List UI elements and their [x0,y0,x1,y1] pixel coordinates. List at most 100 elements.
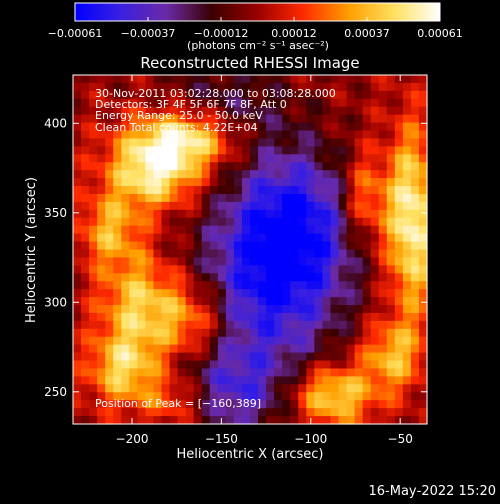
heatmap-cell [97,122,106,132]
heatmap-cell [402,201,412,211]
heatmap-cell [81,193,90,203]
heatmap-cell [418,392,428,401]
heatmap-cell [418,352,428,362]
heatmap-cell [177,241,187,251]
heatmap-cell [330,384,340,393]
heatmap-cell [330,193,340,203]
heatmap-cell [250,297,259,306]
heatmap-cell [362,90,372,100]
heatmap-cell [298,297,307,306]
heatmap-cell [362,368,372,378]
heatmap-cell [298,154,307,163]
heatmap-cell [402,281,412,290]
heatmap-cell [362,138,372,147]
x-tick-label: −150 [205,432,238,446]
heatmap-cell [241,154,251,163]
heatmap-cell [121,328,130,338]
heatmap-cell [209,193,219,203]
heatmap-cell [346,265,356,274]
heatmap-cell [330,82,340,92]
heatmap-cell [250,384,259,393]
heatmap-cell [418,75,428,84]
heatmap-cell [298,416,307,425]
heatmap-cell [169,257,179,266]
heatmap-cell [258,233,267,243]
heatmap-cell [169,178,179,187]
heatmap-cell [314,408,324,417]
heatmap-cell [290,193,299,203]
heatmap-cell [266,98,275,108]
heatmap-cell [145,392,155,401]
heatmap-cell [250,106,259,116]
heatmap-cell [394,297,404,306]
heatmap-cell [225,98,235,108]
colorbar-tick-label: −0.00012 [194,27,249,40]
heatmap-cell [185,162,195,171]
heatmap-cell [322,233,332,243]
heatmap-cell [378,217,388,227]
heatmap-cell [233,106,243,116]
heatmap-cell [185,297,195,306]
heatmap-cell [402,186,412,195]
heatmap-cell [274,201,283,211]
heatmap-cell [217,320,227,330]
heatmap-cell [306,154,315,163]
heatmap-cell [241,408,251,417]
heatmap-cell [161,281,171,290]
heatmap-cell [362,360,372,370]
heatmap-cell [410,289,420,298]
heatmap-cell [161,352,171,362]
heatmap-cell [121,400,130,409]
heatmap-cell [274,98,283,108]
heatmap-cell [274,392,283,401]
heatmap-cell [185,82,195,92]
heatmap-cell [354,138,364,147]
heatmap-cell [121,289,130,298]
heatmap-cell [394,146,404,155]
heatmap-cell [394,106,404,116]
heatmap-cell [225,392,235,401]
heatmap-cell [129,416,138,425]
heatmap-cell [306,305,315,314]
heatmap-cell [274,233,283,243]
heatmap-cell [225,249,235,259]
heatmap-cell [370,344,380,354]
heatmap-cell [89,400,98,409]
heatmap-cell [161,400,171,409]
heatmap-cell [113,384,122,393]
heatmap-cell [394,265,404,274]
heatmap-cell [346,217,356,227]
heatmap-cell [410,376,420,385]
heatmap-cell [394,328,404,338]
heatmap-cell [394,416,404,425]
heatmap-cell [209,130,219,140]
heatmap-cell [193,360,203,370]
heatmap-cell [105,368,114,378]
heatmap-cell [201,376,211,385]
heatmap-cell [314,305,324,314]
heatmap-cell [185,241,195,251]
heatmap-cell [209,249,219,259]
heatmap-cell [241,233,251,243]
heatmap-cell [217,400,227,409]
heatmap-cell [73,384,82,393]
heatmap-cell [250,233,259,243]
heatmap-cell [354,376,364,385]
heatmap-cell [209,289,219,298]
heatmap-cell [73,392,82,401]
heatmap-cell [370,265,380,274]
heatmap-cell [306,98,315,108]
heatmap-cell [314,249,324,259]
heatmap-cell [354,320,364,330]
heatmap-cell [418,162,428,171]
heatmap-cell [153,392,163,401]
heatmap-cell [338,178,348,187]
heatmap-cell [314,186,324,195]
heatmap-cell [290,289,299,298]
heatmap-cell [105,249,114,259]
heatmap-cell [137,249,147,259]
heatmap-cell [354,82,364,92]
heatmap-cell [233,328,243,338]
heatmap-cell [386,90,396,100]
heatmap-cell [346,82,356,92]
